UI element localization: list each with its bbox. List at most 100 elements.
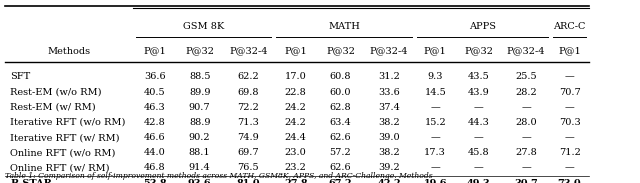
Text: —: — (474, 133, 484, 142)
Text: 19.6: 19.6 (424, 179, 447, 183)
Text: 62.6: 62.6 (330, 163, 351, 173)
Text: 39.0: 39.0 (378, 133, 400, 142)
Text: 67.2: 67.2 (329, 179, 352, 183)
Text: 74.9: 74.9 (237, 133, 259, 142)
Text: P@1: P@1 (143, 47, 166, 56)
Text: 53.8: 53.8 (143, 179, 166, 183)
Text: 27.8: 27.8 (515, 148, 537, 157)
Text: —: — (521, 163, 531, 173)
Text: 42.8: 42.8 (144, 118, 166, 127)
Text: 15.2: 15.2 (424, 118, 446, 127)
Text: 46.6: 46.6 (144, 133, 166, 142)
Text: 91.4: 91.4 (189, 163, 211, 173)
Text: 46.3: 46.3 (144, 103, 166, 112)
Text: P@32: P@32 (326, 47, 355, 56)
Text: 72.2: 72.2 (237, 103, 259, 112)
Text: 23.0: 23.0 (285, 148, 307, 157)
Text: 17.3: 17.3 (424, 148, 446, 157)
Text: 90.7: 90.7 (189, 103, 211, 112)
Text: 69.8: 69.8 (237, 87, 259, 97)
Text: APPS: APPS (469, 22, 496, 31)
Text: —: — (430, 163, 440, 173)
Text: 73.0: 73.0 (557, 179, 582, 183)
Text: 28.2: 28.2 (515, 87, 537, 97)
Text: 44.0: 44.0 (144, 148, 166, 157)
Text: 57.2: 57.2 (330, 148, 351, 157)
Text: 71.2: 71.2 (559, 148, 580, 157)
Text: —: — (564, 163, 575, 173)
Text: 33.6: 33.6 (378, 87, 400, 97)
Text: 42.2: 42.2 (378, 179, 401, 183)
Text: 93.6: 93.6 (188, 179, 211, 183)
Text: Online RFT (w/o RM): Online RFT (w/o RM) (10, 148, 116, 157)
Text: 24.4: 24.4 (285, 133, 307, 142)
Text: 27.8: 27.8 (284, 179, 307, 183)
Text: 63.4: 63.4 (330, 118, 351, 127)
Text: 88.9: 88.9 (189, 118, 211, 127)
Text: P@32-4: P@32-4 (507, 47, 545, 56)
Text: P@32-4: P@32-4 (370, 47, 408, 56)
Text: Methods: Methods (47, 47, 91, 56)
Text: 60.8: 60.8 (330, 72, 351, 81)
Text: —: — (474, 103, 484, 112)
Text: 23.2: 23.2 (285, 163, 307, 173)
Text: Rest-EM (w/ RM): Rest-EM (w/ RM) (10, 103, 96, 112)
Text: 76.5: 76.5 (237, 163, 259, 173)
Text: 24.2: 24.2 (285, 103, 307, 112)
Text: —: — (521, 103, 531, 112)
Text: 45.8: 45.8 (468, 148, 490, 157)
Text: 38.2: 38.2 (378, 148, 400, 157)
Text: 17.0: 17.0 (285, 72, 307, 81)
Text: 69.7: 69.7 (237, 148, 259, 157)
Text: 49.3: 49.3 (467, 179, 490, 183)
Text: 60.0: 60.0 (330, 87, 351, 97)
Text: Iterative RFT (w/ RM): Iterative RFT (w/ RM) (10, 133, 120, 142)
Text: 38.2: 38.2 (378, 118, 400, 127)
Text: SFT: SFT (10, 72, 31, 81)
Text: 36.6: 36.6 (144, 72, 166, 81)
Text: 62.6: 62.6 (330, 133, 351, 142)
Text: 89.9: 89.9 (189, 87, 211, 97)
Text: 39.2: 39.2 (378, 163, 400, 173)
Text: 28.0: 28.0 (515, 118, 537, 127)
Text: Online RFT (w/ RM): Online RFT (w/ RM) (10, 163, 109, 173)
Text: 46.8: 46.8 (144, 163, 166, 173)
Text: 43.5: 43.5 (468, 72, 490, 81)
Text: MATH: MATH (328, 22, 360, 31)
Text: —: — (521, 133, 531, 142)
Text: 44.3: 44.3 (468, 118, 490, 127)
Text: B-STAR: B-STAR (10, 179, 52, 183)
Text: 31.2: 31.2 (378, 72, 400, 81)
Text: 81.0: 81.0 (237, 179, 260, 183)
Text: 30.7: 30.7 (514, 179, 538, 183)
Text: —: — (564, 133, 575, 142)
Text: 70.7: 70.7 (559, 87, 580, 97)
Text: 25.5: 25.5 (515, 72, 537, 81)
Text: —: — (564, 103, 575, 112)
Text: P@32: P@32 (185, 47, 214, 56)
Text: 62.8: 62.8 (330, 103, 351, 112)
Text: Iterative RFT (w/o RM): Iterative RFT (w/o RM) (10, 118, 125, 127)
Text: —: — (430, 103, 440, 112)
Text: Table 1: Comparison of self-improvement methods across MATH, GSM8K, APPS, and AR: Table 1: Comparison of self-improvement … (5, 172, 433, 180)
Text: 71.3: 71.3 (237, 118, 259, 127)
Text: Rest-EM (w/o RM): Rest-EM (w/o RM) (10, 87, 102, 97)
Text: 14.5: 14.5 (424, 87, 446, 97)
Text: 22.8: 22.8 (285, 87, 307, 97)
Text: GSM 8K: GSM 8K (183, 22, 224, 31)
Text: P@32: P@32 (464, 47, 493, 56)
Text: —: — (564, 72, 575, 81)
Text: 88.5: 88.5 (189, 72, 211, 81)
Text: 43.9: 43.9 (468, 87, 490, 97)
Text: P@1: P@1 (284, 47, 307, 56)
Text: 88.1: 88.1 (189, 148, 211, 157)
Text: —: — (430, 133, 440, 142)
Text: —: — (474, 163, 484, 173)
Text: 62.2: 62.2 (237, 72, 259, 81)
Text: P@32-4: P@32-4 (229, 47, 268, 56)
Text: 90.2: 90.2 (189, 133, 211, 142)
Text: P@1: P@1 (558, 47, 581, 56)
Text: 24.2: 24.2 (285, 118, 307, 127)
Text: 70.3: 70.3 (559, 118, 580, 127)
Text: ARC-C: ARC-C (554, 22, 586, 31)
